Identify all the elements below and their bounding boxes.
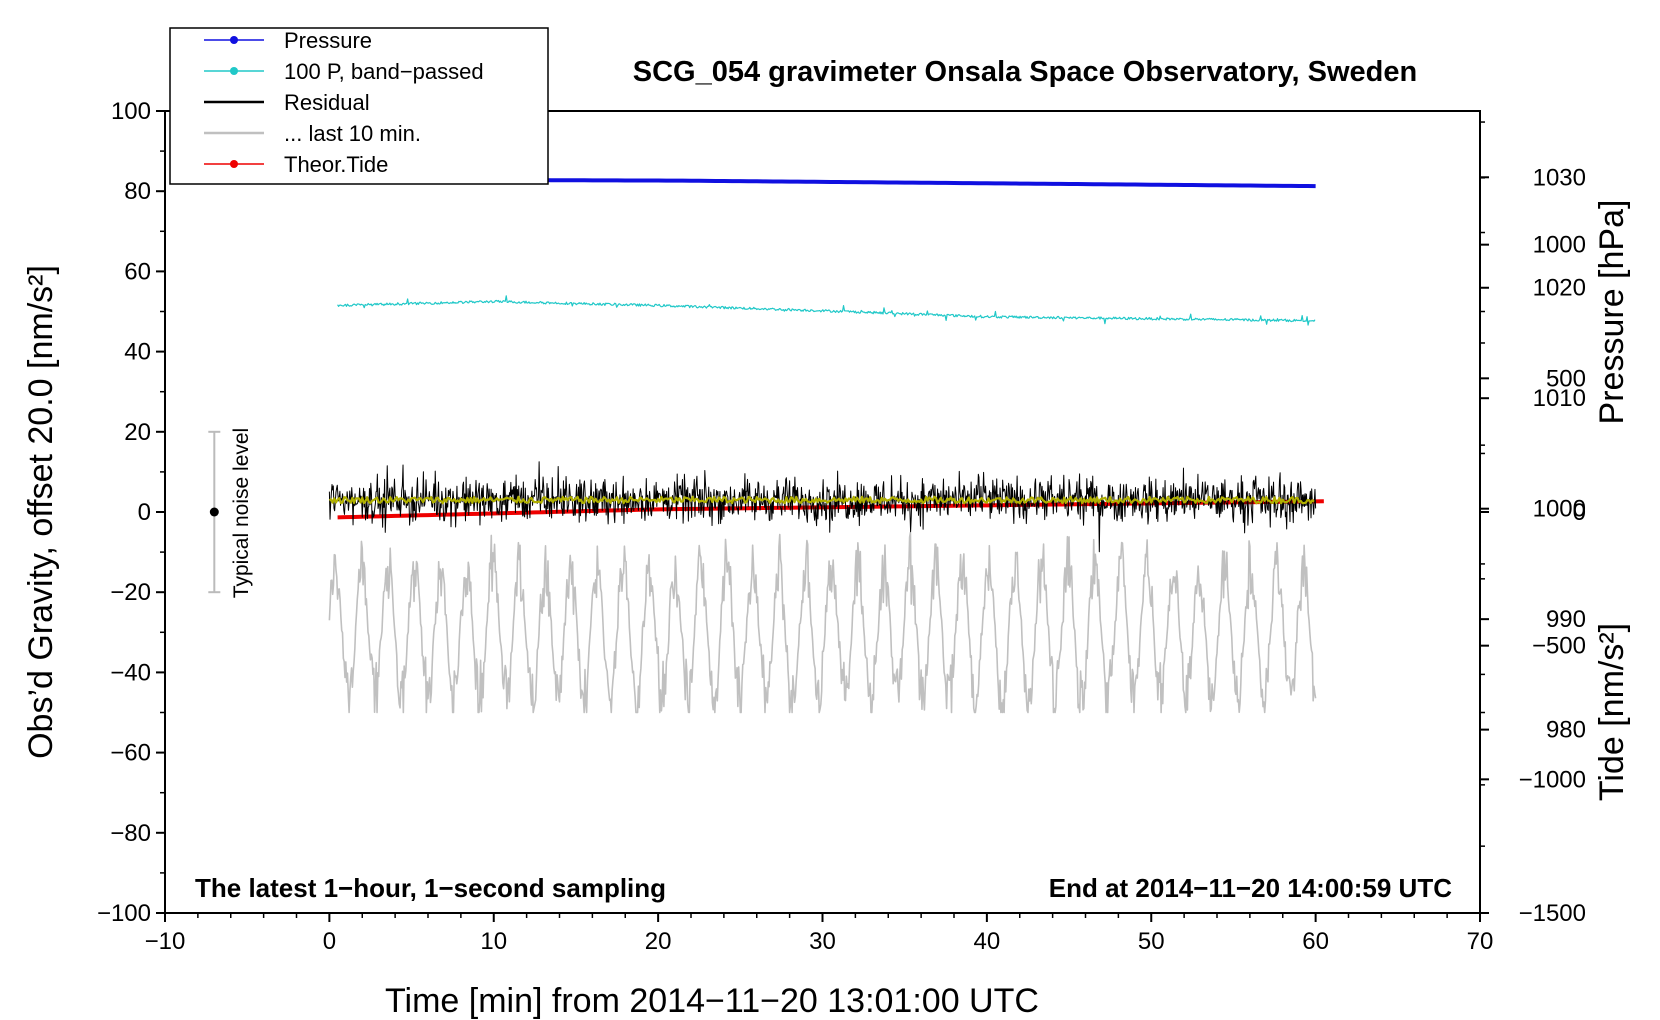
legend-label: Residual bbox=[284, 90, 370, 115]
x-tick-label: 30 bbox=[809, 928, 836, 955]
annotation-sampling: The latest 1−hour, 1−second sampling bbox=[195, 873, 666, 903]
legend-label: 100 P, band−passed bbox=[284, 59, 484, 84]
x-tick-label: −10 bbox=[145, 928, 186, 955]
x-axis-label: Time [min] from 2014−11−20 13:01:00 UTC bbox=[385, 982, 1039, 1020]
y-tick-label: 0 bbox=[138, 499, 151, 526]
chart-title: SCG_054 gravimeter Onsala Space Observat… bbox=[633, 56, 1417, 88]
y-tick-label: 100 bbox=[111, 98, 151, 125]
y-axis-label-tide: Tide [nm/s²] bbox=[1593, 623, 1631, 801]
x-axis-ticks: −10 0 10 20 30 40 50 60 70 bbox=[145, 913, 1494, 955]
y-axis-label-left: Obs’d Gravity, offset 20.0 [nm/s²] bbox=[22, 265, 60, 759]
legend-label: Theor.Tide bbox=[284, 152, 388, 177]
x-tick-label: 60 bbox=[1302, 928, 1329, 955]
legend: Pressure 100 P, band−passed Residual ... la… bbox=[169, 27, 549, 185]
x-tick-label: 50 bbox=[1138, 928, 1165, 955]
noise-bar-center-dot bbox=[209, 507, 219, 517]
x-tick-label: 0 bbox=[323, 928, 336, 955]
noise-bar bbox=[208, 430, 221, 594]
legend-entries: Pressure 100 P, band−passed Residual ... la… bbox=[204, 28, 484, 177]
series-band-passed-pressure bbox=[337, 295, 1316, 326]
tide-tick-label: −500 bbox=[1532, 633, 1586, 660]
pressure-tick-label: 1020 bbox=[1533, 275, 1586, 302]
y-tick-label: 60 bbox=[124, 258, 151, 285]
pressure-axis-ticks: 980 990 1000 1010 1020 1030 bbox=[1480, 121, 1586, 786]
y-tick-label: −40 bbox=[110, 659, 151, 686]
tide-axis-ticks: −1500 −1000 −500 0 500 1000 bbox=[1480, 177, 1586, 927]
legend-label: ... last 10 min. bbox=[284, 121, 421, 146]
y-tick-label: 20 bbox=[124, 419, 151, 446]
tide-tick-label: 0 bbox=[1573, 499, 1586, 526]
series-residual-smoothed bbox=[328, 495, 1315, 505]
tide-tick-label: −1000 bbox=[1519, 766, 1586, 793]
x-tick-label: 20 bbox=[645, 928, 672, 955]
pressure-tick-label: 990 bbox=[1546, 606, 1586, 633]
y-tick-label: −100 bbox=[97, 900, 151, 927]
pressure-tick-label: 980 bbox=[1546, 717, 1586, 744]
annotation-end-time: End at 2014−11−20 14:00:59 UTC bbox=[1049, 873, 1452, 903]
y-tick-label: −80 bbox=[110, 820, 151, 847]
legend-box bbox=[169, 27, 549, 185]
y-tick-label: 40 bbox=[124, 339, 151, 366]
y-tick-label: 80 bbox=[124, 178, 151, 205]
y-tick-label: −20 bbox=[110, 579, 151, 606]
y-axis-label-pressure: Pressure [hPa] bbox=[1593, 200, 1631, 425]
tide-tick-label: 1000 bbox=[1533, 232, 1586, 259]
legend-marker bbox=[230, 36, 238, 44]
pressure-tick-label: 1030 bbox=[1533, 164, 1586, 191]
tide-tick-label: −1500 bbox=[1519, 900, 1586, 927]
y-tick-label: −60 bbox=[110, 740, 151, 767]
noise-level-label: Typical noise level bbox=[230, 428, 253, 598]
pressure-tick-label: 1000 bbox=[1533, 496, 1586, 523]
tide-tick-label: 500 bbox=[1546, 365, 1586, 392]
legend-marker bbox=[230, 160, 238, 168]
legend-marker bbox=[230, 67, 238, 75]
x-tick-label: 10 bbox=[480, 928, 507, 955]
y-axis-ticks: −100 −80 −60 −40 −20 0 20 40 60 80 100 bbox=[97, 98, 165, 927]
series-last-10-min bbox=[328, 531, 1317, 714]
legend-label: Pressure bbox=[284, 28, 372, 53]
x-tick-label: 70 bbox=[1467, 928, 1494, 955]
x-tick-label: 40 bbox=[974, 928, 1001, 955]
pressure-tick-label: 1010 bbox=[1533, 385, 1586, 412]
